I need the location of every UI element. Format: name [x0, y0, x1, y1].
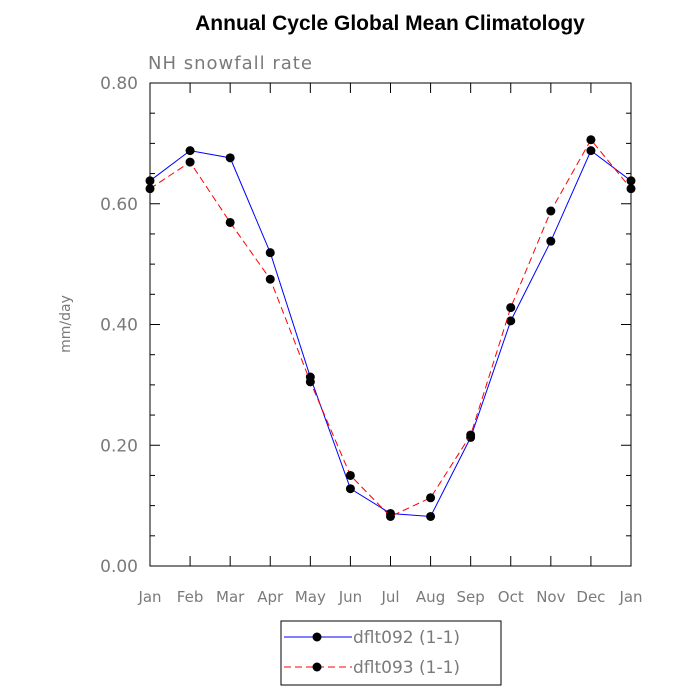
x-tick-label: Oct	[498, 588, 524, 606]
x-tick-label: Feb	[177, 588, 204, 606]
data-point-dflt092	[586, 146, 596, 156]
data-point-dflt093	[386, 511, 395, 521]
y-tick-label: 0.40	[100, 316, 138, 336]
data-point-dflt093	[145, 184, 155, 194]
x-tick-label: Apr	[257, 588, 284, 606]
x-tick-label: Mar	[216, 588, 245, 606]
data-point-dflt093	[506, 303, 516, 313]
x-tick-label: Dec	[576, 588, 605, 606]
data-point-dflt092	[426, 511, 436, 521]
legend-label-dflt093: dflt093 (1-1)	[353, 658, 460, 678]
data-point-dflt093	[546, 206, 556, 216]
ticks-layer: 0.00 0.20 0.40 0.60 0.80 Jan Feb Mar Apr May Jun Ju…	[100, 74, 642, 606]
data-point-dflt093	[265, 274, 275, 284]
chart-subtitle: NH snowfall rate	[148, 53, 313, 74]
legend-marker-dflt092	[312, 632, 322, 642]
y-axis-label: mm/day	[58, 295, 74, 353]
data-point-dflt093	[185, 157, 195, 167]
data-point-dflt092	[506, 316, 516, 326]
x-tick-label: Jun	[338, 588, 362, 606]
data-point-dflt092	[185, 146, 195, 156]
series-layer	[145, 135, 636, 521]
legend-frame	[280, 620, 502, 686]
data-point-dflt093	[586, 135, 596, 145]
data-point-dflt093	[466, 430, 476, 440]
x-tick-label: Sep	[457, 588, 485, 606]
x-tick-label: Nov	[536, 588, 565, 606]
data-point-dflt093	[626, 184, 636, 194]
series-line-dflt093	[149, 138, 632, 518]
y-tick-label: 0.20	[100, 436, 138, 456]
x-tick-label: Jan	[137, 588, 161, 606]
data-point-dflt092	[546, 236, 556, 246]
data-point-dflt093	[225, 217, 235, 227]
x-tick-label: May	[295, 588, 326, 606]
data-point-dflt093	[345, 470, 355, 480]
series-line-dflt092	[149, 149, 632, 518]
y-tick-label: 0.60	[100, 195, 138, 215]
data-point-dflt093	[305, 377, 315, 387]
legend-label-dflt092: dflt092 (1-1)	[353, 628, 460, 648]
data-point-dflt092	[626, 176, 636, 186]
data-point-dflt092	[345, 484, 355, 494]
data-point-dflt092	[145, 176, 155, 186]
data-point-dflt093	[426, 493, 436, 503]
data-point-dflt092	[265, 248, 275, 258]
data-point-dflt092	[225, 153, 235, 163]
y-tick-label: 0.80	[100, 74, 138, 94]
chart-title: Annual Cycle Global Mean Climatology	[195, 12, 585, 35]
legend: dflt092 (1-1) dflt093 (1-1)	[280, 620, 502, 686]
y-tick-label: 0.00	[100, 557, 138, 577]
legend-marker-dflt093	[312, 662, 322, 672]
x-tick-label: Jan	[618, 588, 642, 606]
plot-frame	[149, 82, 632, 567]
x-tick-label: Aug	[416, 588, 445, 606]
x-tick-label: Jul	[380, 588, 399, 606]
